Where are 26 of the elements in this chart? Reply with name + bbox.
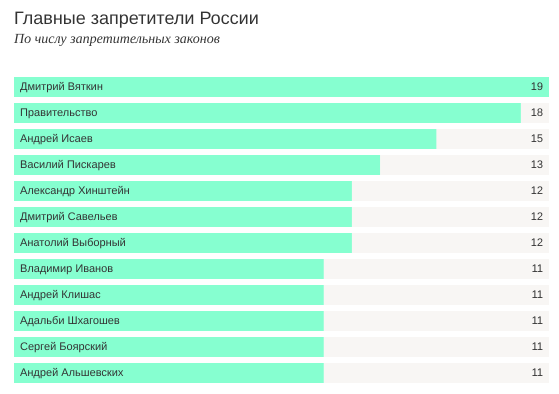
y-tick-label: Сергей Боярский	[20, 341, 108, 353]
y-tick-label: Адальби Шхагошев	[20, 315, 120, 327]
data-label: 12	[530, 211, 543, 223]
data-label: 19	[530, 81, 543, 93]
y-tick-label: Александр Хинштейн	[20, 185, 130, 197]
y-tick-label: Владимир Иванов	[20, 263, 114, 275]
y-tick-label: Андрей Исаев	[20, 133, 93, 145]
y-tick-label: Правительство	[20, 107, 98, 119]
y-tick-label: Дмитрий Вяткин	[20, 81, 103, 93]
data-label: 12	[530, 185, 543, 197]
data-label: 11	[532, 367, 543, 379]
data-label: 13	[530, 159, 543, 171]
y-tick-label: Василий Пискарев	[20, 159, 116, 171]
chart-title: Главные запретители России	[14, 8, 259, 29]
data-label: 18	[530, 107, 543, 119]
data-label: 11	[532, 289, 543, 301]
chart-subtitle: По числу запретительных законов	[14, 32, 220, 48]
y-tick-label: Анатолий Выборный	[20, 237, 126, 249]
y-tick-label: Андрей Клишас	[20, 289, 102, 301]
y-tick-label: Андрей Альшевских	[20, 367, 124, 379]
data-label: 11	[532, 341, 543, 353]
data-label: 15	[530, 133, 543, 145]
data-label: 11	[532, 263, 543, 275]
y-tick-label: Дмитрий Савельев	[20, 211, 118, 223]
data-label: 12	[530, 237, 543, 249]
data-label: 11	[532, 315, 543, 327]
